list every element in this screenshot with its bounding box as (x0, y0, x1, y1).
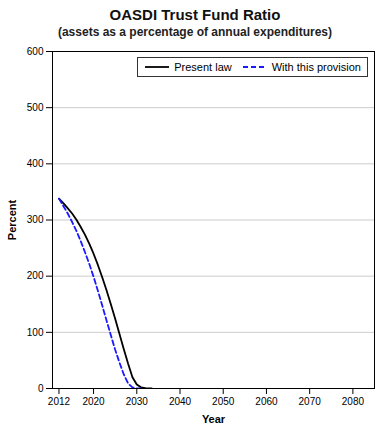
svg-text:200: 200 (27, 270, 44, 281)
html-text:Present law: Present law (174, 61, 232, 73)
html-text:(assets as a percentage of ann: (assets as a percentage of annual expend… (57, 25, 332, 39)
svg-text:2050: 2050 (212, 396, 235, 407)
svg-text:Year: Year (202, 413, 226, 425)
svg-text:100: 100 (27, 327, 44, 338)
svg-text:2030: 2030 (126, 396, 149, 407)
html-text:With this provision: With this provision (271, 61, 361, 73)
svg-text:500: 500 (27, 102, 44, 113)
svg-text:Percent: Percent (6, 199, 18, 240)
svg-text:2060: 2060 (255, 396, 278, 407)
svg-text:600: 600 (27, 46, 44, 57)
html-text:OASDI Trust Fund Ratio: OASDI Trust Fund Ratio (109, 6, 281, 23)
svg-text:400: 400 (27, 158, 44, 169)
svg-text:2020: 2020 (82, 396, 105, 407)
svg-text:2012: 2012 (48, 396, 71, 407)
svg-text:300: 300 (27, 214, 44, 225)
svg-text:2080: 2080 (342, 396, 365, 407)
svg-text:2070: 2070 (299, 396, 322, 407)
svg-text:0: 0 (38, 383, 44, 394)
svg-text:2040: 2040 (169, 396, 192, 407)
